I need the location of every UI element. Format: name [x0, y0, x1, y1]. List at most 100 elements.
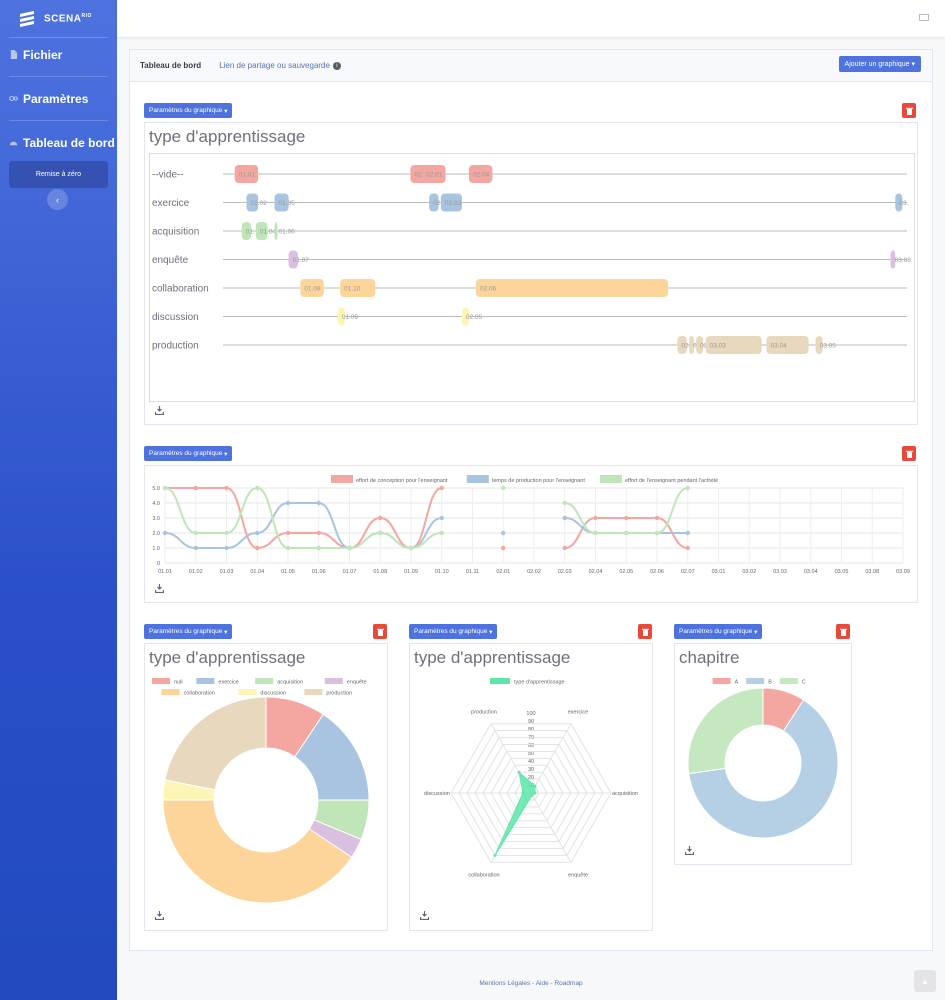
- timeline-segment: [337, 307, 345, 326]
- timeline-segment: [677, 336, 687, 354]
- timeline-row-label: production: [152, 341, 199, 352]
- data-point: [562, 515, 567, 521]
- add-chart-button[interactable]: Ajouter un graphique ▾: [838, 56, 921, 72]
- timeline-segment-label: 01.07: [293, 257, 310, 264]
- y-tick-label: 3.0: [152, 516, 160, 522]
- data-point: [501, 530, 506, 536]
- brand[interactable]: SCENARIO: [0, 0, 117, 37]
- radar-tick-label: 60: [528, 743, 534, 749]
- footer-aide-link[interactable]: Aide: [535, 980, 549, 987]
- footer-mentions-link[interactable]: Mentions Légales: [479, 980, 531, 987]
- data-point: [224, 530, 229, 536]
- y-tick-label: 5.0: [152, 486, 160, 492]
- delete-chart-button[interactable]: [902, 446, 916, 461]
- footer-roadmap-link[interactable]: Roadmap: [554, 980, 583, 987]
- chart-panel-chapitre: chapitre A B C: [674, 643, 852, 865]
- timeline-segment: [288, 250, 298, 269]
- download-icon[interactable]: [155, 584, 164, 593]
- trash-icon: [839, 628, 847, 636]
- sidebar-item-label: Tableau de bord: [23, 135, 115, 150]
- chart-title: type d'apprentissage: [149, 648, 306, 667]
- x-tick-label: 01.01: [158, 569, 172, 575]
- chart-params-button[interactable]: Paramètres du graphique ▾: [674, 624, 763, 639]
- download-icon[interactable]: [420, 911, 429, 920]
- scroll-to-top-button[interactable]: ▲: [914, 970, 936, 992]
- chart-params-button[interactable]: Paramètres du graphique ▾: [144, 446, 233, 461]
- radar-point: [533, 784, 537, 788]
- x-tick-label: 02.01: [496, 569, 510, 575]
- y-tick-label: 0: [157, 561, 160, 567]
- data-point: [439, 530, 444, 536]
- data-point: [255, 530, 260, 536]
- radar-point: [517, 770, 521, 774]
- tab-tableau-de-bord[interactable]: Tableau de bord: [140, 61, 202, 70]
- legend-swatch: [331, 475, 353, 483]
- x-tick-label: 03.04: [804, 569, 818, 575]
- download-icon[interactable]: [155, 911, 164, 920]
- trash-icon: [641, 628, 649, 636]
- chart-params-button[interactable]: Paramètres du graphique ▾: [144, 103, 233, 118]
- delete-chart-button[interactable]: [638, 624, 652, 639]
- trash-icon: [905, 450, 913, 458]
- timeline-segment-label: 02.01: [426, 172, 443, 179]
- sidebar-divider: [9, 120, 108, 121]
- chart-panel-pie: type d'apprentissage null exercice acquisi…: [144, 643, 388, 931]
- x-tick-label: 03.08: [865, 569, 879, 575]
- delete-chart-button[interactable]: [902, 103, 916, 118]
- caret-down-icon: ▾: [224, 450, 228, 458]
- window-icon[interactable]: [919, 14, 929, 21]
- legend-swatch: [196, 678, 215, 684]
- timeline-segment-label: 01.: [246, 229, 255, 236]
- radar-axis-label: exercice: [568, 710, 588, 716]
- timeline-chart: --vide--01.0102.0102.0102.04exercice01.0…: [149, 153, 915, 402]
- download-icon[interactable]: [685, 846, 694, 855]
- chart-params-button[interactable]: Paramètres du graphique ▾: [144, 624, 233, 639]
- timeline-segment-label: 01.09: [342, 314, 359, 321]
- data-point: [624, 530, 629, 536]
- timeline-segment: [468, 165, 493, 183]
- sidebar-collapse-button[interactable]: ‹: [47, 189, 68, 210]
- data-point: [193, 530, 198, 536]
- x-tick-label: 03.01: [712, 569, 726, 575]
- legend-label: collaboration: [184, 691, 215, 697]
- delete-chart-button[interactable]: [373, 624, 387, 639]
- x-tick-label: 01.04: [250, 569, 264, 575]
- x-tick-label: 03.03: [773, 569, 787, 575]
- data-point: [593, 515, 598, 521]
- delete-chart-button[interactable]: [836, 624, 850, 639]
- tab-share-link[interactable]: Lien de partage ou sauvegarde i: [219, 61, 341, 70]
- sidebar-item-parametres[interactable]: Paramètres: [0, 82, 117, 115]
- timeline-row-label: discussion: [152, 312, 199, 323]
- sidebar-item-fichier[interactable]: Fichier: [0, 38, 117, 71]
- sidebar-item-label: Fichier: [23, 47, 63, 62]
- file-icon: [10, 50, 18, 59]
- reset-button[interactable]: Remise à zéro: [9, 161, 108, 188]
- chart-panel-line: effort de conception pour l'enseignant te…: [144, 465, 918, 603]
- chart-params-label: Paramètres du graphique: [149, 628, 223, 635]
- sidebar-item-tableau-de-bord[interactable]: Tableau de bord: [0, 126, 117, 159]
- timeline-row-label: enquête: [152, 255, 189, 266]
- donut-slice: [688, 699, 839, 839]
- legend-label: exercice: [218, 680, 238, 686]
- data-point: [654, 530, 660, 536]
- x-tick-label: 02.03: [558, 569, 572, 575]
- x-tick-label: 02.04: [589, 569, 603, 575]
- add-chart-label: Ajouter un graphique: [844, 60, 910, 68]
- radar-chart: type d'apprentissage10203040506070809010…: [424, 678, 638, 878]
- legend-label: production: [326, 691, 352, 697]
- footer: Mentions Légales - Aide - Roadmap: [117, 980, 945, 987]
- data-point: [624, 515, 629, 521]
- legend-swatch: [600, 475, 622, 483]
- gears-icon: [9, 95, 18, 102]
- timeline-segment-label: 02.04: [473, 172, 490, 179]
- timeline-segment-label: 01.02: [250, 200, 267, 207]
- download-icon[interactable]: [155, 406, 164, 415]
- legend-label: acquisition: [277, 680, 303, 686]
- radar-tick-label: 20: [528, 775, 534, 781]
- timeline-segment-label: 02.03: [445, 200, 462, 207]
- chevron-left-icon: ‹: [56, 194, 59, 205]
- chart-params-button[interactable]: Paramètres du graphique ▾: [409, 624, 498, 639]
- timeline-segment: [241, 222, 252, 240]
- y-tick-label: 4.0: [152, 501, 160, 507]
- timeline-segment-label: 02.06: [480, 286, 497, 293]
